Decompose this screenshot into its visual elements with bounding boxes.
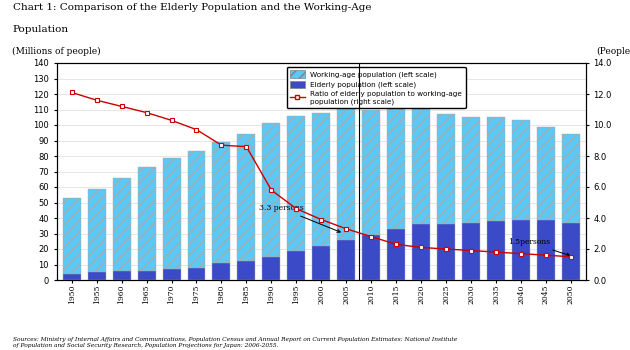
Bar [63,274,81,280]
Text: (People): (People) [597,47,630,56]
Bar [262,124,280,257]
Bar [412,224,430,280]
Bar [287,251,306,280]
Text: Forecast: Forecast [363,87,417,95]
Text: Sources: Ministry of Internal Affairs and Communications, Population Census and : Sources: Ministry of Internal Affairs an… [13,337,457,348]
Text: 1.5persons: 1.5persons [508,238,570,256]
Bar [437,114,455,224]
Bar [287,116,306,251]
Bar [512,219,530,280]
Bar [437,224,455,280]
Bar [312,113,330,246]
Bar [238,261,255,280]
Text: Population: Population [13,25,69,34]
Text: (Millions of people): (Millions of people) [12,47,100,56]
Bar [188,151,205,268]
Bar [163,269,181,280]
Bar [562,134,580,223]
Bar [462,223,480,280]
Bar [537,219,555,280]
Bar [113,271,130,280]
Text: 3.3 persons: 3.3 persons [259,204,340,232]
Bar [137,167,156,271]
Bar [562,223,580,280]
Bar [113,178,130,271]
Bar [487,117,505,221]
Bar [137,271,156,280]
Bar [387,229,405,280]
Bar [163,158,181,269]
Legend: Working-age population (left scale), Elderly population (left scale), Ratio of e: Working-age population (left scale), Eld… [287,66,466,108]
Bar [238,134,255,261]
Bar [387,110,405,229]
Bar [188,268,205,280]
Bar [312,246,330,280]
Bar [337,110,355,240]
Bar [362,110,381,235]
Bar [487,221,505,280]
Text: Chart 1: Comparison of the Elderly Population and the Working-Age: Chart 1: Comparison of the Elderly Popul… [13,4,371,13]
Bar [462,117,480,223]
Bar [412,110,430,224]
Bar [512,120,530,219]
Bar [262,257,280,280]
Bar [337,240,355,280]
Bar [212,142,231,263]
Bar [88,272,106,280]
Bar [537,127,555,219]
Bar [212,263,231,280]
Bar [362,235,381,280]
Bar [63,198,81,274]
Bar [88,189,106,272]
